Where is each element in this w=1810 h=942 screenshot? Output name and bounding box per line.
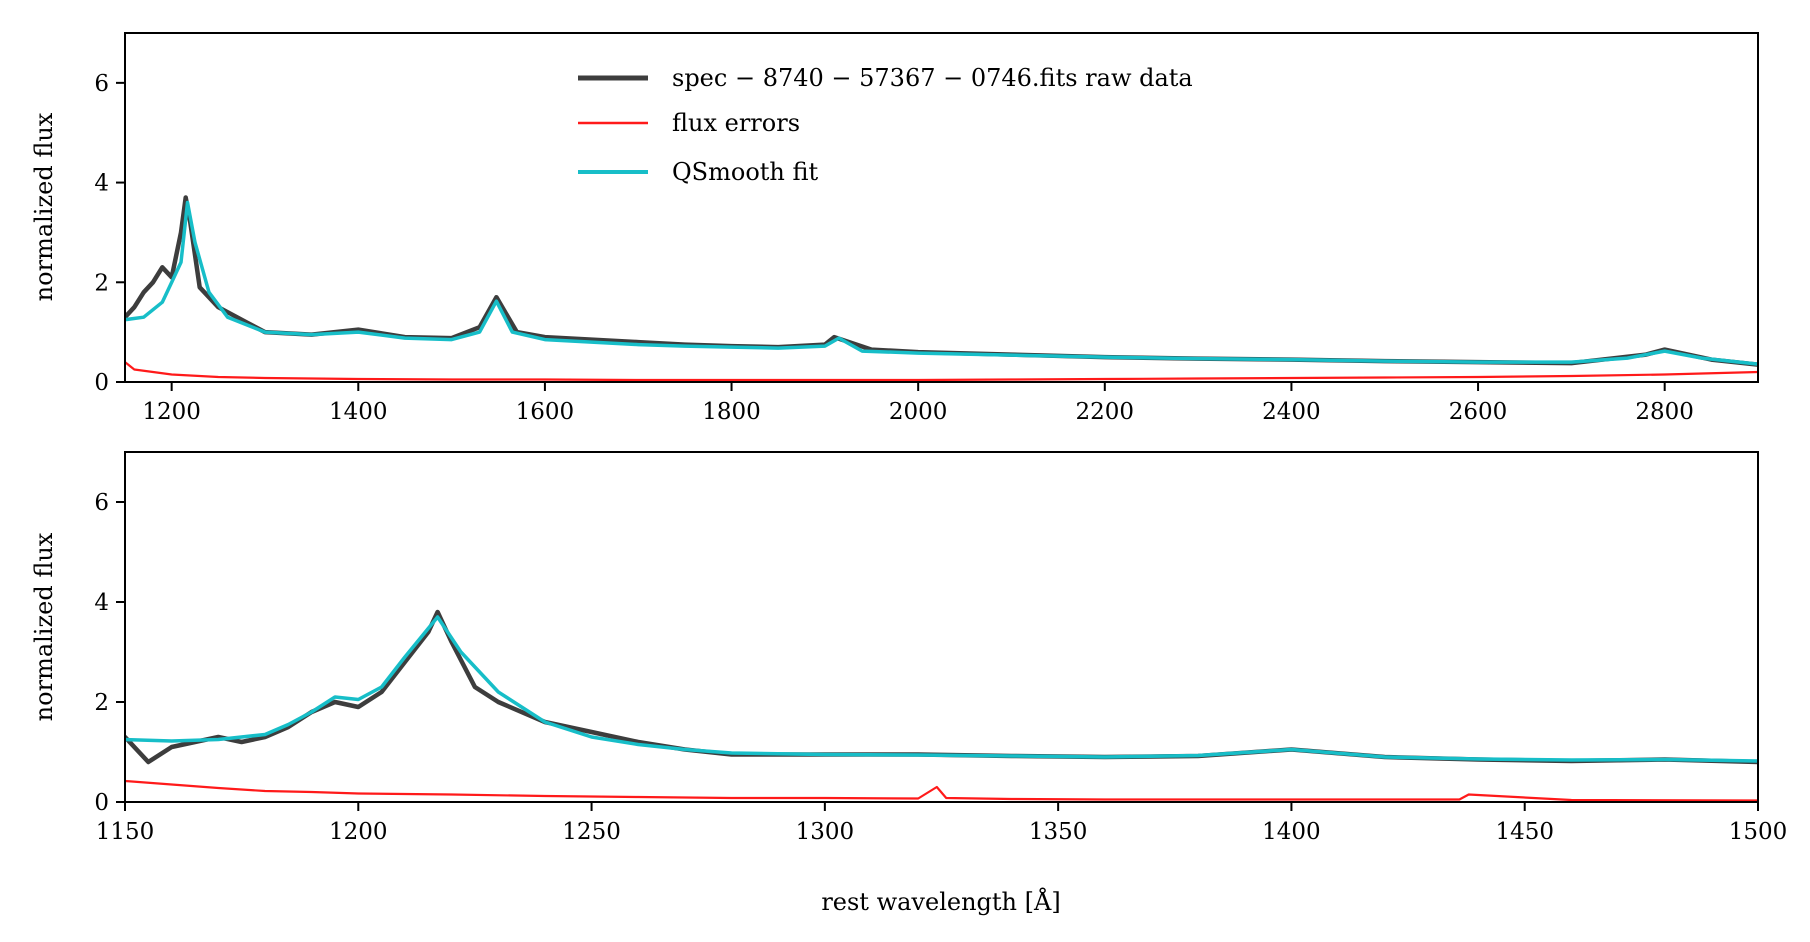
legend-label-fit: QSmooth fit [672,158,819,186]
top-ylabel: normalized flux [30,112,58,301]
top-xtick-label: 1800 [702,399,761,425]
legend-label-errors: flux errors [672,109,800,137]
top-ticks: 1200 1400 1600 1800 2000 2200 2400 2600 2800 0 2 4 6 [94,71,1694,425]
top-ytick-label: 2 [94,270,109,296]
top-ytick-label: 0 [94,370,109,396]
top-xtick-label: 1600 [516,399,575,425]
legend: spec − 8740 − 57367 − 0746.fits raw data… [578,64,1193,186]
bottom-ytick-label: 0 [94,790,109,816]
bottom-xtick-label: 1500 [1729,819,1788,845]
top-xtick-label: 2600 [1449,399,1508,425]
bottom-ytick-label: 4 [94,590,109,616]
top-panel: 1200 1400 1600 1800 2000 2200 2400 2600 2800 0 2 4 6… [30,33,1758,425]
bottom-xtick-label: 1150 [96,819,155,845]
bottom-xtick-label: 1450 [1495,819,1554,845]
top-series-fit-line [125,203,1758,365]
bottom-axes-frame [125,452,1758,802]
legend-label-raw: spec − 8740 − 57367 − 0746.fits raw data [672,64,1193,92]
top-ytick-label: 6 [94,71,109,97]
bottom-xtick-label: 1350 [1029,819,1088,845]
top-xtick-label: 2800 [1635,399,1694,425]
top-xtick-label: 2200 [1076,399,1135,425]
bottom-xtick-label: 1400 [1262,819,1321,845]
bottom-series-fit-line [125,617,1758,761]
bottom-xtick-label: 1200 [329,819,388,845]
bottom-panel: 1150 1200 1250 1300 1350 1400 1450 1500 0 2 4 6 nor… [30,452,1787,916]
bottom-xlabel: rest wavelength [Å] [821,887,1060,916]
top-xtick-label: 1400 [329,399,388,425]
bottom-ylabel: normalized flux [30,532,58,721]
bottom-ytick-label: 6 [94,490,109,516]
bottom-series-errors-line [125,781,1758,801]
bottom-series-group [125,612,1758,801]
top-xtick-label: 2400 [1262,399,1321,425]
bottom-ytick-label: 2 [94,690,109,716]
top-series-group [125,198,1758,381]
top-series-errors-line [125,362,1758,380]
top-series-raw-line [125,198,1758,365]
bottom-xtick-label: 1250 [562,819,621,845]
bottom-xtick-label: 1300 [796,819,855,845]
top-xtick-label: 1200 [142,399,201,425]
top-ytick-label: 4 [94,171,109,197]
bottom-series-raw-line [125,612,1758,762]
top-xtick-label: 2000 [889,399,948,425]
